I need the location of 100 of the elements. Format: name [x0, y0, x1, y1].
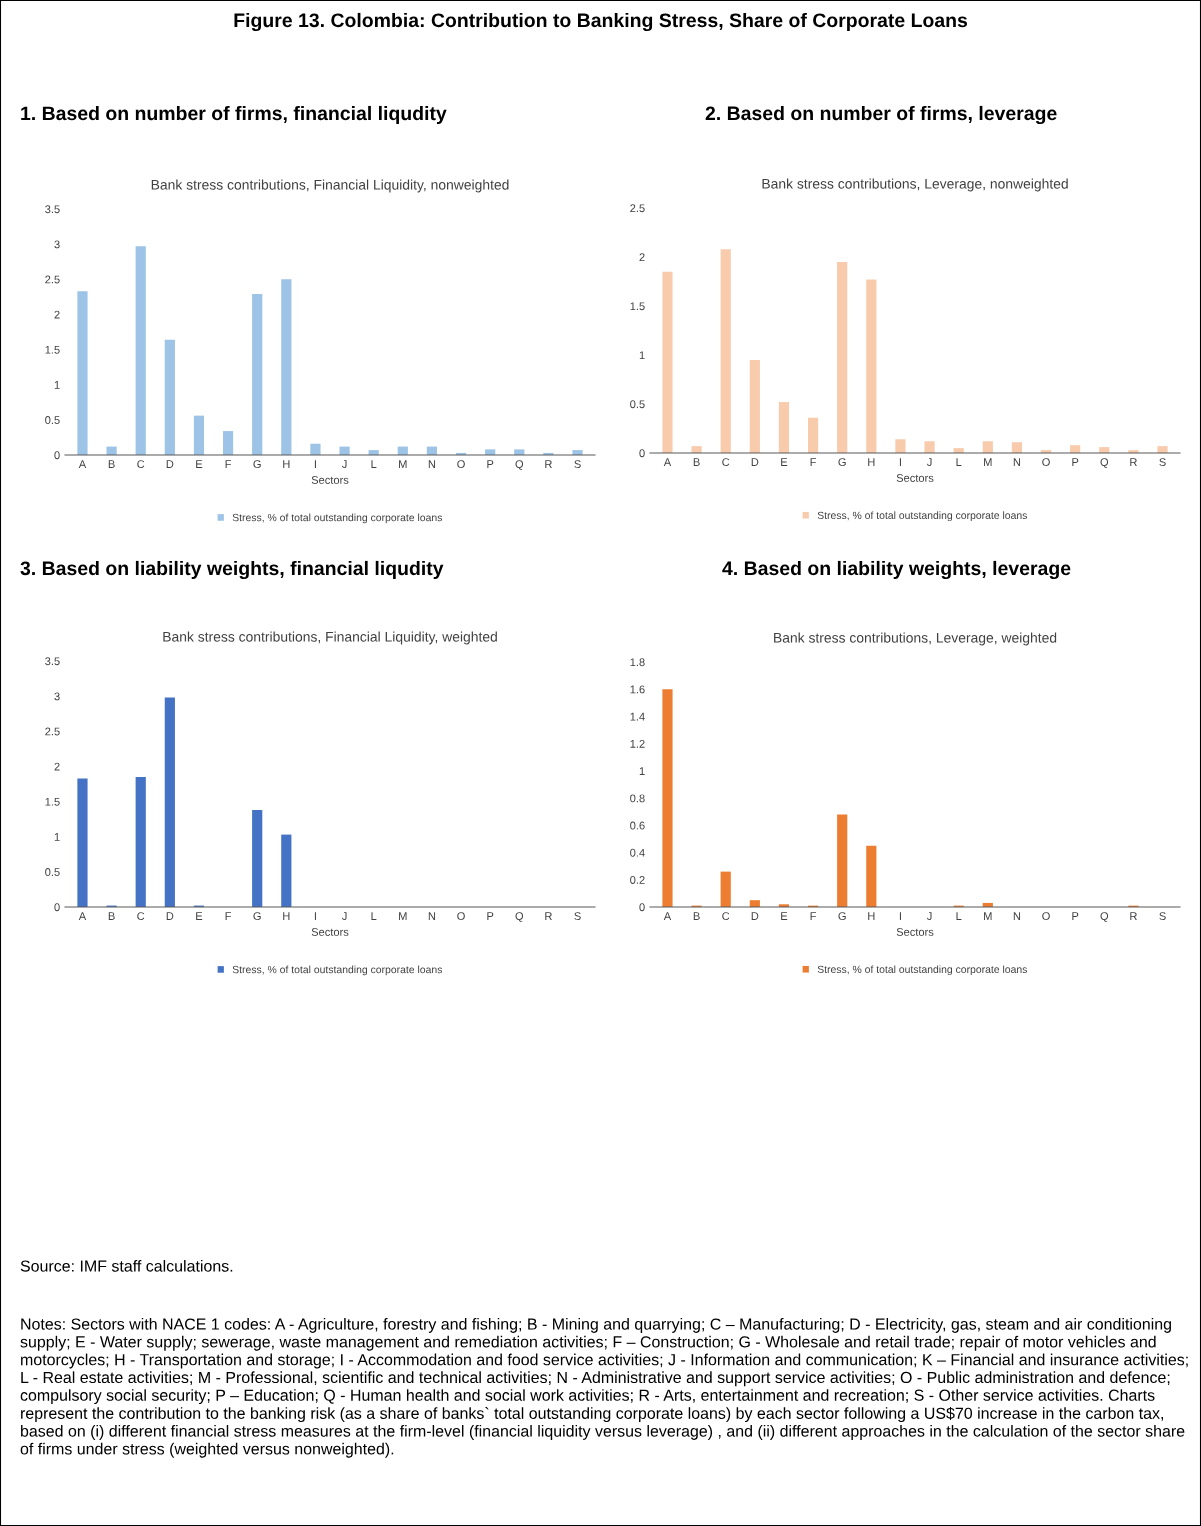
x-tick-label: L	[371, 460, 377, 468]
chart-subtitle: Bank stress contributions, Financial Liquidity, weighted	[163, 631, 497, 645]
y-tick-label: 2	[639, 253, 645, 262]
y-tick-label: 0.5	[45, 868, 60, 876]
chart-subtitle: Bank stress contributions, Financial Liquidity, nonweighted	[151, 179, 509, 193]
x-tick-label: I	[314, 460, 316, 468]
y-tick-label: 3.5	[45, 657, 60, 666]
x-tick-label: P	[487, 912, 494, 920]
x-tick-label: A	[663, 912, 672, 920]
x-axis-title: Sectors	[311, 928, 349, 936]
x-tick-label: L	[371, 912, 377, 920]
x-tick-label: D	[751, 458, 759, 466]
x-tick-label: C	[722, 458, 730, 467]
chart-subtitle: Bank stress contributions, Leverage, nonweighted	[762, 178, 1068, 192]
x-tick-label: H	[283, 912, 290, 920]
y-tick-label: 1	[54, 833, 60, 841]
y-tick-label: 0	[54, 903, 60, 912]
x-tick-label: I	[899, 458, 901, 466]
y-tick-label: 0	[54, 451, 60, 460]
y-tick-label: 0.5	[630, 400, 645, 409]
x-tick-label: B	[693, 912, 700, 920]
x-tick-label: N	[428, 912, 436, 920]
legend-label: Stress, % of total outstanding corporate loans	[817, 511, 1028, 522]
x-tick-label: I	[899, 912, 901, 920]
y-tick-label: 1.8	[630, 658, 645, 667]
x-tick-label: F	[225, 912, 232, 920]
y-tick-label: 0.8	[630, 794, 645, 803]
chart-title: 3. Based on liability weights, financial liqudity	[20, 560, 444, 580]
y-tick-label: 0.6	[630, 821, 645, 830]
y-tick-label: 3.5	[45, 205, 60, 214]
x-tick-label: D	[166, 460, 174, 468]
legend-label: Stress, % of total outstanding corporate loans	[232, 965, 443, 976]
x-tick-label: B	[108, 912, 115, 920]
x-tick-label: P	[487, 460, 494, 468]
x-tick-label: G	[253, 460, 261, 469]
y-tick-label: 0	[639, 903, 645, 912]
text: Notes: Sectors with NACE 1 codes: A - Agriculture, forestry and fishing; B - Mining and quarrying; C – Manufacturing; D - Electricity, gas, steam and air conditioning supply; E - Water supply; sewerage, waste management and remediation activities; F – Construction; G - Wholesale and retail trade; repair of motor vehicles and motorcycles; H - Transportation and storage; I - Accommodation and food service activities; J - Information and communication; K – Financial and insurance activities; L - Real estate activities; M - Professional, scientific and technical activities; N - Administrative and support service activities; O - Public administration and defence; compulsory social security; P – Education; Q - Human health and social work activities; R - Arts, entertainment and recreation; S - Other service activities. Charts represent the contribution to the banking risk (as a share of banks` total outstanding corporate loans) by each sector following a US$70 increase in the carbon tax, based on (i) different financial stress measures at the firm-level (financial liquidity versus leverage) , and (ii) different approaches in the calculation of the sector share of firms under stress (weighted versus nonweighted).	[20, 1318, 1188, 1458]
x-tick-label: J	[341, 912, 347, 921]
x-tick-label: C	[137, 912, 145, 921]
x-tick-label: S	[1159, 458, 1166, 467]
x-tick-label: C	[137, 460, 145, 469]
y-tick-label: 0.2	[630, 876, 645, 884]
x-tick-label: G	[838, 912, 846, 921]
x-tick-label: O	[457, 912, 465, 921]
x-tick-label: E	[781, 912, 788, 920]
y-tick-label: 2.5	[630, 204, 645, 213]
y-tick-label: 1.5	[45, 345, 60, 354]
x-tick-label: R	[1130, 458, 1137, 466]
source-note: Source: IMF staff calculations.	[20, 1260, 233, 1272]
chart-subtitle: Bank stress contributions, Leverage, weighted	[774, 632, 1057, 646]
x-tick-label: Q	[1100, 458, 1109, 469]
x-tick-label: N	[1013, 912, 1021, 920]
x-tick-label: F	[225, 460, 232, 468]
x-tick-label: D	[751, 912, 759, 920]
x-tick-label: S	[574, 912, 581, 921]
y-tick-label: 3	[54, 692, 60, 701]
y-tick-label: 1.4	[630, 712, 645, 721]
y-tick-label: 2.5	[45, 727, 60, 736]
x-tick-label: E	[781, 458, 788, 466]
x-tick-label: J	[926, 912, 932, 921]
x-tick-label: A	[78, 912, 87, 920]
x-tick-label: H	[283, 460, 290, 468]
x-tick-label: O	[457, 460, 465, 469]
x-tick-label: I	[314, 912, 316, 920]
y-tick-label: 0	[639, 449, 645, 458]
x-tick-label: E	[196, 460, 203, 468]
x-axis-title: Sectors	[311, 476, 349, 484]
y-tick-label: 1.6	[630, 685, 645, 694]
x-tick-label: C	[722, 912, 730, 921]
x-tick-label: B	[693, 458, 700, 466]
x-tick-label: D	[166, 912, 174, 920]
caption: Figure 13. Colombia: Contribution to Banking Stress, Share of Corporate Loans	[234, 12, 968, 32]
x-tick-label: S	[574, 460, 581, 469]
chart-title: 4. Based on liability weights, leverage	[722, 560, 1071, 580]
x-tick-label: P	[1072, 912, 1079, 920]
x-tick-label: M	[399, 460, 407, 468]
x-tick-label: M	[399, 912, 407, 920]
y-tick-label: 0.5	[45, 416, 60, 424]
chart-title: 2. Based on number of firms, leverage	[705, 105, 1057, 125]
x-tick-label: L	[956, 912, 962, 920]
x-tick-label: R	[545, 912, 552, 920]
x-tick-label: O	[1042, 912, 1050, 921]
y-tick-label: 0.4	[630, 848, 645, 857]
legend-label: Stress, % of total outstanding corporate loans	[817, 965, 1028, 976]
x-tick-label: Q	[515, 912, 524, 923]
y-tick-label: 1	[54, 381, 60, 389]
x-tick-label: B	[108, 460, 115, 468]
x-tick-label: J	[926, 458, 932, 467]
x-tick-label: R	[1130, 912, 1137, 920]
y-tick-label: 3	[54, 240, 60, 249]
x-axis-title: Sectors	[896, 474, 934, 482]
x-tick-label: M	[984, 458, 992, 466]
y-tick-label: 1.5	[630, 302, 645, 311]
x-tick-label: G	[253, 912, 261, 921]
x-tick-label: M	[984, 912, 992, 920]
x-tick-label: Q	[515, 460, 524, 471]
x-tick-label: O	[1042, 458, 1050, 467]
x-tick-label: N	[1013, 458, 1021, 466]
x-tick-label: G	[838, 458, 846, 467]
y-tick-label: 1	[639, 351, 645, 360]
